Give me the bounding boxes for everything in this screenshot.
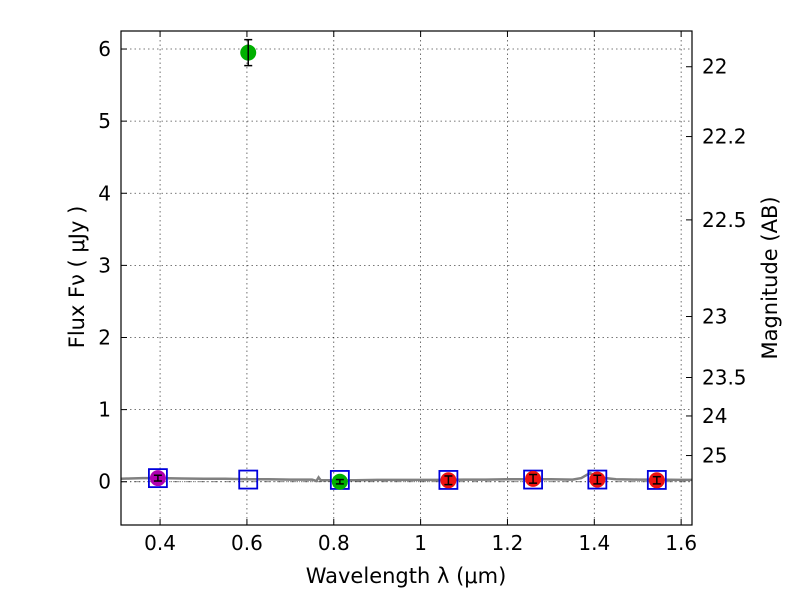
y-tick-label: 4 bbox=[98, 181, 111, 205]
magnitude-tick-label: 22.2 bbox=[702, 125, 747, 149]
y-tick-label: 3 bbox=[98, 253, 111, 277]
model-point-square bbox=[148, 468, 168, 489]
magnitude-tick-label: 24 bbox=[702, 404, 727, 428]
y-tick-label: 6 bbox=[98, 37, 111, 61]
magnitude-tick-label: 25 bbox=[702, 444, 727, 468]
y-tick-label: 5 bbox=[98, 109, 111, 133]
y-axis-ticks: 0 1 2 3 4 5 6 bbox=[98, 37, 127, 494]
x-tick-label: 1.4 bbox=[578, 531, 610, 555]
plot-frame bbox=[120, 30, 693, 526]
model-point-square bbox=[238, 469, 259, 490]
x-tick-label: 1 bbox=[414, 531, 427, 555]
x-tick-label: 0.4 bbox=[144, 531, 176, 555]
x-tick-label: 1.6 bbox=[665, 531, 697, 555]
model-point-square bbox=[438, 470, 459, 490]
y-axis-label: Flux Fν ( μJy ) bbox=[65, 206, 89, 349]
magnitude-axis-label: Magnitude (AB) bbox=[758, 196, 782, 359]
x-tick-label: 0.6 bbox=[231, 531, 263, 555]
y-tick-label: 1 bbox=[98, 398, 111, 422]
model-point-square bbox=[646, 470, 667, 490]
x-axis-label: Wavelength λ (μm) bbox=[306, 564, 507, 588]
x-tick-label: 1.2 bbox=[492, 531, 524, 555]
x-tick-label: 0.8 bbox=[318, 531, 350, 555]
x-axis-ticks: 0.4 0.6 0.8 1 1.2 1.4 1.6 bbox=[144, 31, 697, 555]
model-point-square bbox=[523, 469, 543, 490]
magnitude-tick-label: 22 bbox=[702, 55, 727, 79]
magnitude-tick-label: 23 bbox=[702, 305, 727, 329]
observed-points bbox=[149, 38, 665, 490]
magnitude-tick-label: 22.5 bbox=[702, 208, 747, 232]
magnitude-axis-ticks: 22 22.2 22.5 23 23.5 24 25 bbox=[686, 55, 747, 468]
grid-lines bbox=[121, 31, 692, 525]
magnitude-tick-label: 23.5 bbox=[702, 365, 747, 389]
model-point-square bbox=[587, 469, 608, 490]
y-tick-label: 2 bbox=[98, 325, 111, 349]
y-tick-label: 0 bbox=[98, 470, 111, 494]
